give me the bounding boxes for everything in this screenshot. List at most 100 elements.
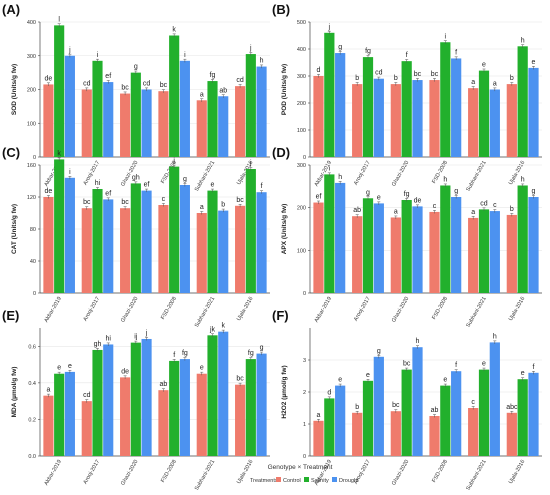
panel-letter: (F) [272,308,289,323]
bar-arooj-2017-drought [373,78,384,157]
x-tick-label: Arooj-2017 [353,296,372,322]
bar-arooj-2017-control [352,84,363,157]
panel-letter: (A) [2,2,20,17]
y-axis-label: CAT (Units/g fw) [11,204,18,254]
significance-letter: bc [121,199,129,206]
bar-akbar-2019-salinity [324,174,335,293]
significance-letter: ef [105,190,111,197]
x-tick-label: Ghazi-2020 [120,459,139,487]
significance-letter: g [183,176,187,183]
significance-letter: a [200,204,204,211]
bar-ujala-2016-salinity [517,379,528,456]
y-tick-label: 200 [297,206,306,212]
significance-letter: c [493,202,497,209]
bar-ghazi-2020-salinity [130,72,141,157]
significance-letter: k [221,323,225,330]
significance-letter: e [377,194,381,201]
bar-subhani-2021-salinity [478,369,490,456]
x-caption: Genotype × Treatment [268,464,333,471]
significance-letter: e [482,361,486,368]
significance-letter: bc [160,82,168,89]
bar-fsd-2008-drought [179,359,190,456]
bar-ujala-2016-control [506,412,517,456]
significance-letter: e [532,59,536,66]
significance-letter: ef [144,182,150,189]
significance-letter: j [145,330,148,337]
significance-letter: f [455,49,457,56]
y-tick-label: 200 [27,88,36,94]
bar-ghazi-2020-salinity [130,342,141,456]
bar-arooj-2017-salinity [362,57,374,157]
significance-letter: bc [431,71,439,78]
significance-letter: ab [353,207,361,214]
significance-letter: a [394,208,398,215]
y-tick-label: 0.6 [28,344,36,350]
significance-letter: bc [236,376,244,383]
y-axis-label: APX (Units/g fw) [281,204,288,255]
x-tick-label: Ghazi-2020 [391,296,410,324]
bar-fsd-2008-control [158,390,169,456]
bar-subhani-2021-salinity [207,190,218,293]
bar-akbar-2019-drought [64,177,75,293]
y-tick-label: 500 [297,20,306,26]
x-tick-label: Akbar-2019 [314,296,333,324]
significance-letter: jk [209,326,216,333]
significance-letter: f [261,183,263,190]
significance-letter: bc [414,71,422,78]
significance-letter: h [338,174,342,181]
significance-letter: i [329,165,331,172]
significance-letter: fg [210,72,216,79]
bar-arooj-2017-drought [103,344,114,456]
legend-swatch-control [276,477,281,482]
significance-letter: e [482,62,486,69]
bar-fsd-2008-salinity [440,385,451,456]
bar-ghazi-2020-salinity [401,369,412,456]
bar-ghazi-2020-drought [141,338,152,456]
bar-ujala-2016-control [235,384,246,456]
bar-ghazi-2020-drought [412,347,423,456]
bar-arooj-2017-control [81,208,92,293]
y-tick-label: 120 [27,195,36,201]
bar-ghazi-2020-control [120,93,131,157]
bar-ghazi-2020-salinity [401,61,412,157]
significance-letter: cd [83,392,91,399]
significance-letter: b [510,206,514,213]
bar-ghazi-2020-drought [412,80,423,157]
significance-letter: de [45,188,53,195]
significance-letter: ab [219,87,227,94]
y-tick-label: 300 [27,54,36,60]
bar-fsd-2008-drought [451,197,462,293]
significance-letter: cd [236,77,244,84]
significance-letter: fg [365,48,371,55]
x-tick-label: Ujala-2016 [508,296,527,322]
bar-arooj-2017-salinity [362,198,374,293]
bar-akbar-2019-control [313,76,324,157]
significance-letter: de [45,75,53,82]
bar-arooj-2017-control [81,401,92,456]
y-tick-label: 400 [27,20,36,26]
legend-label-drought: Drought [339,478,359,484]
x-tick-label: Subhani-2021 [465,459,487,492]
significance-letter: h [521,176,525,183]
bar-subhani-2021-control [468,217,479,293]
significance-letter: ab [160,381,168,388]
y-tick-label: 100 [297,128,306,134]
significance-letter: hi [95,180,101,187]
x-tick-label: Ujala-2016 [508,459,527,485]
bar-arooj-2017-salinity [92,60,103,157]
bar-ujala-2016-drought [528,372,539,456]
significance-letter: e [57,365,61,372]
significance-letter: l [58,16,60,23]
significance-letter: g [454,188,458,195]
bar-akbar-2019-control [43,197,54,293]
bar-fsd-2008-control [158,205,169,293]
significance-letter: d [327,389,331,396]
significance-letter: b [355,75,359,82]
significance-letter: ef [105,73,111,80]
bar-subhani-2021-drought [489,89,500,157]
significance-letter: e [211,182,215,189]
x-tick-label: Subhani-2021 [194,296,216,329]
x-tick-label: Arooj-2017 [83,459,102,485]
